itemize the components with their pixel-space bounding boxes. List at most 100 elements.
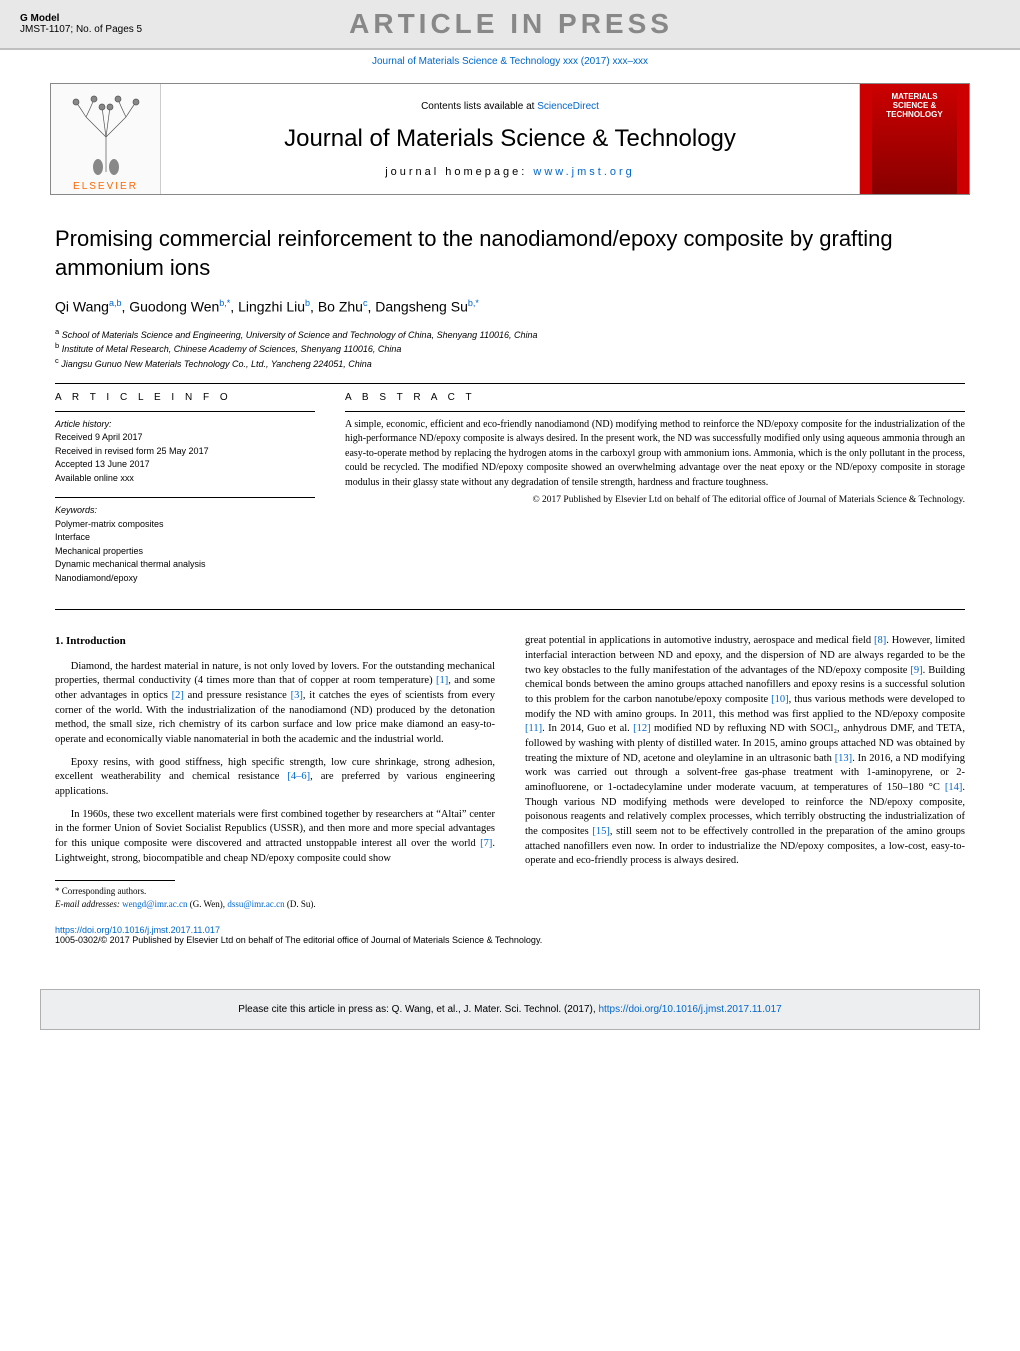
aff-text-c: Jiangsu Gunuo New Materials Technology C… (61, 359, 372, 369)
article-info-heading: A R T I C L E I N F O (55, 392, 315, 403)
ref-13[interactable]: [13] (835, 753, 853, 764)
author-3: Bo Zhu (318, 299, 363, 315)
author-2: Lingzhi Liu (238, 299, 305, 315)
contents-lists-line: Contents lists available at ScienceDirec… (421, 101, 599, 112)
cite-doi-link[interactable]: https://doi.org/10.1016/j.jmst.2017.11.0… (598, 1004, 781, 1015)
ref-9[interactable]: [9] (910, 665, 922, 676)
info-abstract-row: A R T I C L E I N F O Article history: R… (55, 392, 965, 598)
footnote-separator (55, 880, 175, 881)
author-4-aff[interactable]: b,* (468, 298, 479, 308)
doi-footer-link[interactable]: https://doi.org/10.1016/j.jmst.2017.11.0… (55, 925, 220, 935)
author-3-aff[interactable]: c (363, 298, 368, 308)
p4-t1: great potential in applications in autom… (525, 635, 874, 646)
keywords-list: Polymer-matrix composites Interface Mech… (55, 518, 315, 586)
authors-line: Qi Wanga,b, Guodong Wenb,*, Lingzhi Liub… (55, 298, 965, 315)
journal-header-box: ELSEVIER Contents lists available at Sci… (50, 83, 970, 195)
aff-text-a: School of Materials Science and Engineer… (62, 330, 538, 340)
ref-11[interactable]: [11] (525, 723, 542, 734)
history-line-2: Accepted 13 June 2017 (55, 458, 315, 472)
affiliation-a: a School of Materials Science and Engine… (55, 327, 965, 342)
journal-homepage-line: journal homepage: www.jmst.org (385, 166, 635, 178)
top-bar-left: G Model JMST-1107; No. of Pages 5 (20, 13, 142, 35)
elsevier-tree-icon (66, 87, 146, 177)
doi-link-top: Journal of Materials Science & Technolog… (0, 50, 1020, 73)
author-0-aff[interactable]: a,b (109, 298, 122, 308)
aff-sup-b: b (55, 341, 59, 350)
author-1: Guodong Wen (129, 299, 219, 315)
p4-t5: . In 2014, Guo et al. (542, 723, 633, 734)
journal-cover-inner: MATERIALS SCIENCE & TECHNOLOGY (872, 84, 957, 194)
cover-line3: TECHNOLOGY (886, 110, 942, 119)
history-line-3: Available online xxx (55, 472, 315, 486)
p1-t1: Diamond, the hardest material in nature,… (55, 661, 495, 687)
author-1-aff[interactable]: b,* (219, 298, 230, 308)
elsevier-logo-block: ELSEVIER (51, 84, 161, 194)
author-2-aff[interactable]: b (305, 298, 310, 308)
ref-2[interactable]: [2] (172, 690, 184, 701)
article-content: Promising commercial reinforcement to th… (0, 205, 1020, 965)
footnotes-block: * Corresponding authors. E-mail addresse… (55, 885, 495, 910)
author-4: Dangsheng Su (375, 299, 468, 315)
doi-footer-block: https://doi.org/10.1016/j.jmst.2017.11.0… (55, 925, 965, 945)
intro-para-4: great potential in applications in autom… (525, 634, 965, 869)
corresponding-authors-note: * Corresponding authors. (55, 885, 495, 898)
keyword-4: Nanodiamond/epoxy (55, 572, 315, 586)
keyword-3: Dynamic mechanical thermal analysis (55, 558, 315, 572)
aff-sup-c: c (55, 356, 59, 365)
abstract-copyright: © 2017 Published by Elsevier Ltd on beha… (345, 494, 965, 508)
keyword-0: Polymer-matrix composites (55, 518, 315, 532)
aff-sup-a: a (55, 327, 59, 336)
cite-this-article-box: Please cite this article in press as: Q.… (40, 989, 980, 1030)
ref-10[interactable]: [10] (771, 694, 789, 705)
p3-t1: In 1960s, these two excellent materials … (55, 809, 495, 849)
abstract-body: A simple, economic, efficient and eco-fr… (345, 411, 965, 508)
history-line-1: Received in revised form 25 May 2017 (55, 445, 315, 459)
ref-8[interactable]: [8] (874, 635, 886, 646)
abstract-heading: A B S T R A C T (345, 392, 965, 403)
intro-heading: 1. Introduction (55, 634, 495, 649)
aff-text-b: Institute of Metal Research, Chinese Aca… (62, 344, 402, 354)
left-column: 1. Introduction Diamond, the hardest mat… (55, 634, 495, 911)
author-0: Qi Wang (55, 299, 109, 315)
cover-line1: MATERIALS (891, 92, 937, 101)
ref-1[interactable]: [1] (436, 675, 448, 686)
ref-7[interactable]: [7] (480, 838, 492, 849)
email-label: E-mail addresses: (55, 899, 122, 909)
homepage-label: journal homepage: (385, 166, 533, 178)
history-label: Article history: (55, 418, 315, 432)
journal-cover-thumbnail: MATERIALS SCIENCE & TECHNOLOGY (859, 84, 969, 194)
contents-label: Contents lists available at (421, 101, 537, 112)
keyword-2: Mechanical properties (55, 545, 315, 559)
article-code: JMST-1107; No. of Pages 5 (20, 24, 142, 35)
email-addresses-line: E-mail addresses: wengd@imr.ac.cn (G. We… (55, 898, 495, 911)
ref-14[interactable]: [14] (945, 782, 963, 793)
ref-3[interactable]: [3] (291, 690, 303, 701)
article-info-col: A R T I C L E I N F O Article history: R… (55, 392, 315, 598)
ref-12[interactable]: [12] (633, 723, 651, 734)
journal-title: Journal of Materials Science & Technolog… (284, 125, 736, 153)
affiliations-block: a School of Materials Science and Engine… (55, 327, 965, 371)
article-history-block: Article history: Received 9 April 2017 R… (55, 411, 315, 486)
sciencedirect-link[interactable]: ScienceDirect (537, 101, 599, 112)
email-1-link[interactable]: wengd@imr.ac.cn (122, 899, 187, 909)
affiliation-b: b Institute of Metal Research, Chinese A… (55, 341, 965, 356)
intro-para-2: Epoxy resins, with good stiffness, high … (55, 756, 495, 800)
intro-para-3: In 1960s, these two excellent materials … (55, 808, 495, 867)
email-1-name: (G. Wen), (187, 899, 227, 909)
right-column: great potential in applications in autom… (525, 634, 965, 911)
rule-below-abstract (55, 609, 965, 610)
journal-issue-link[interactable]: Journal of Materials Science & Technolog… (372, 56, 648, 67)
history-line-0: Received 9 April 2017 (55, 431, 315, 445)
elsevier-wordmark: ELSEVIER (73, 181, 138, 192)
cite-prefix: Please cite this article in press as: Q.… (238, 1004, 598, 1015)
keywords-block: Keywords: Polymer-matrix composites Inte… (55, 497, 315, 585)
ref-15[interactable]: [15] (592, 826, 610, 837)
keyword-1: Interface (55, 531, 315, 545)
ref-4-6[interactable]: [4–6] (287, 771, 310, 782)
article-title: Promising commercial reinforcement to th… (55, 225, 965, 282)
body-two-column: 1. Introduction Diamond, the hardest mat… (55, 634, 965, 911)
email-2-link[interactable]: dssu@imr.ac.cn (227, 899, 284, 909)
homepage-link[interactable]: www.jmst.org (533, 166, 634, 178)
abstract-col: A B S T R A C T A simple, economic, effi… (345, 392, 965, 598)
abstract-text: A simple, economic, efficient and eco-fr… (345, 419, 965, 488)
